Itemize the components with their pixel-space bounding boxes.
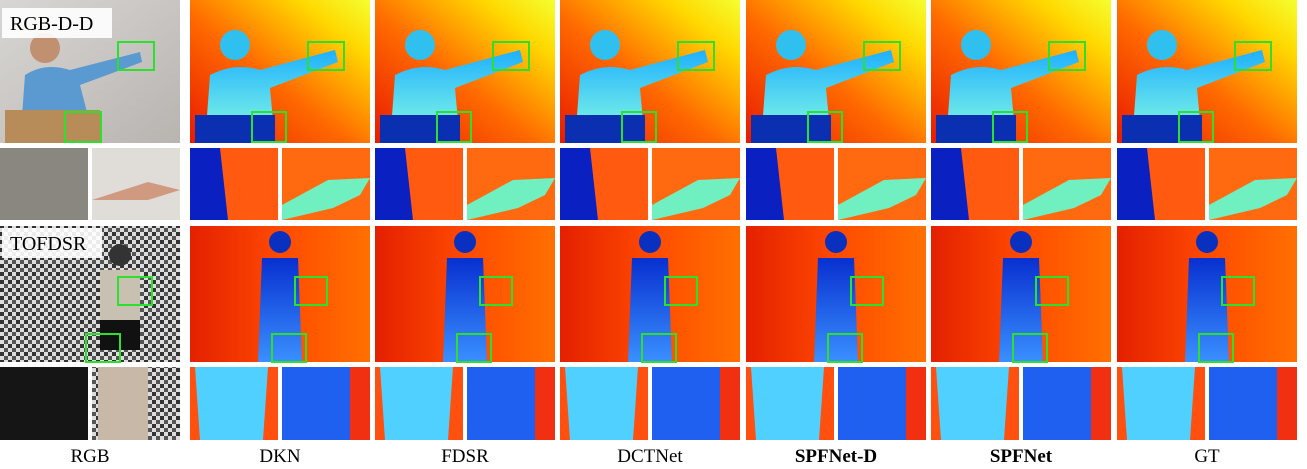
box-obj [5, 110, 100, 143]
dataset-label: TOFDSR [10, 233, 87, 255]
crop-red [535, 367, 555, 440]
column-label: SPFNet [990, 446, 1053, 467]
head-depth [454, 231, 476, 253]
box-depth [565, 115, 645, 143]
head-depth [1196, 231, 1218, 253]
crop [0, 367, 88, 440]
person-depth [999, 258, 1043, 362]
head-depth [1147, 30, 1177, 60]
crop-legs [565, 367, 638, 440]
dataset-label: RGB-D-D [10, 13, 93, 35]
column-label: DCTNet [617, 446, 683, 467]
crop-red [720, 367, 740, 440]
person-depth [443, 258, 487, 362]
box-depth [751, 115, 831, 143]
crop [92, 148, 180, 220]
head-depth [1010, 231, 1032, 253]
head-depth [776, 30, 806, 60]
crop-red [350, 367, 370, 440]
head-depth [961, 30, 991, 60]
crop-legs [1122, 367, 1195, 440]
box-depth [1122, 115, 1202, 143]
crop-legs [936, 367, 1009, 440]
person-depth [258, 258, 302, 362]
head-depth [269, 231, 291, 253]
crop [98, 367, 148, 440]
head-depth [590, 30, 620, 60]
crop-legs [380, 367, 453, 440]
person-depth [1185, 258, 1229, 362]
box-depth [380, 115, 460, 143]
head-depth [405, 30, 435, 60]
column-label: DKN [259, 446, 300, 467]
head-depth [639, 231, 661, 253]
column-label: SPFNet-D [795, 446, 877, 467]
person-depth [628, 258, 672, 362]
column-label: FDSR [441, 446, 489, 467]
box-depth [936, 115, 1016, 143]
crop [0, 148, 88, 220]
panels: RGB-D-D TOFDSR [0, 0, 1297, 440]
column-label: RGB [70, 446, 109, 467]
head-depth [825, 231, 847, 253]
box-depth [195, 115, 275, 143]
person-depth [814, 258, 858, 362]
column-label: GT [1194, 446, 1220, 467]
head-depth [220, 30, 250, 60]
crop-legs [195, 367, 268, 440]
crop-red [1277, 367, 1297, 440]
crop-red [906, 367, 926, 440]
head [109, 244, 131, 266]
crop-red [1091, 367, 1111, 440]
crop-legs [751, 367, 824, 440]
labels: RGB DKN FDSR DCTNet SPFNet-D SPFNet GT [70, 446, 1220, 467]
figure: RGB-D-D TOFDSR RGB DKN FDSR DCTNet SPFNet-D SP… [0, 0, 1307, 469]
